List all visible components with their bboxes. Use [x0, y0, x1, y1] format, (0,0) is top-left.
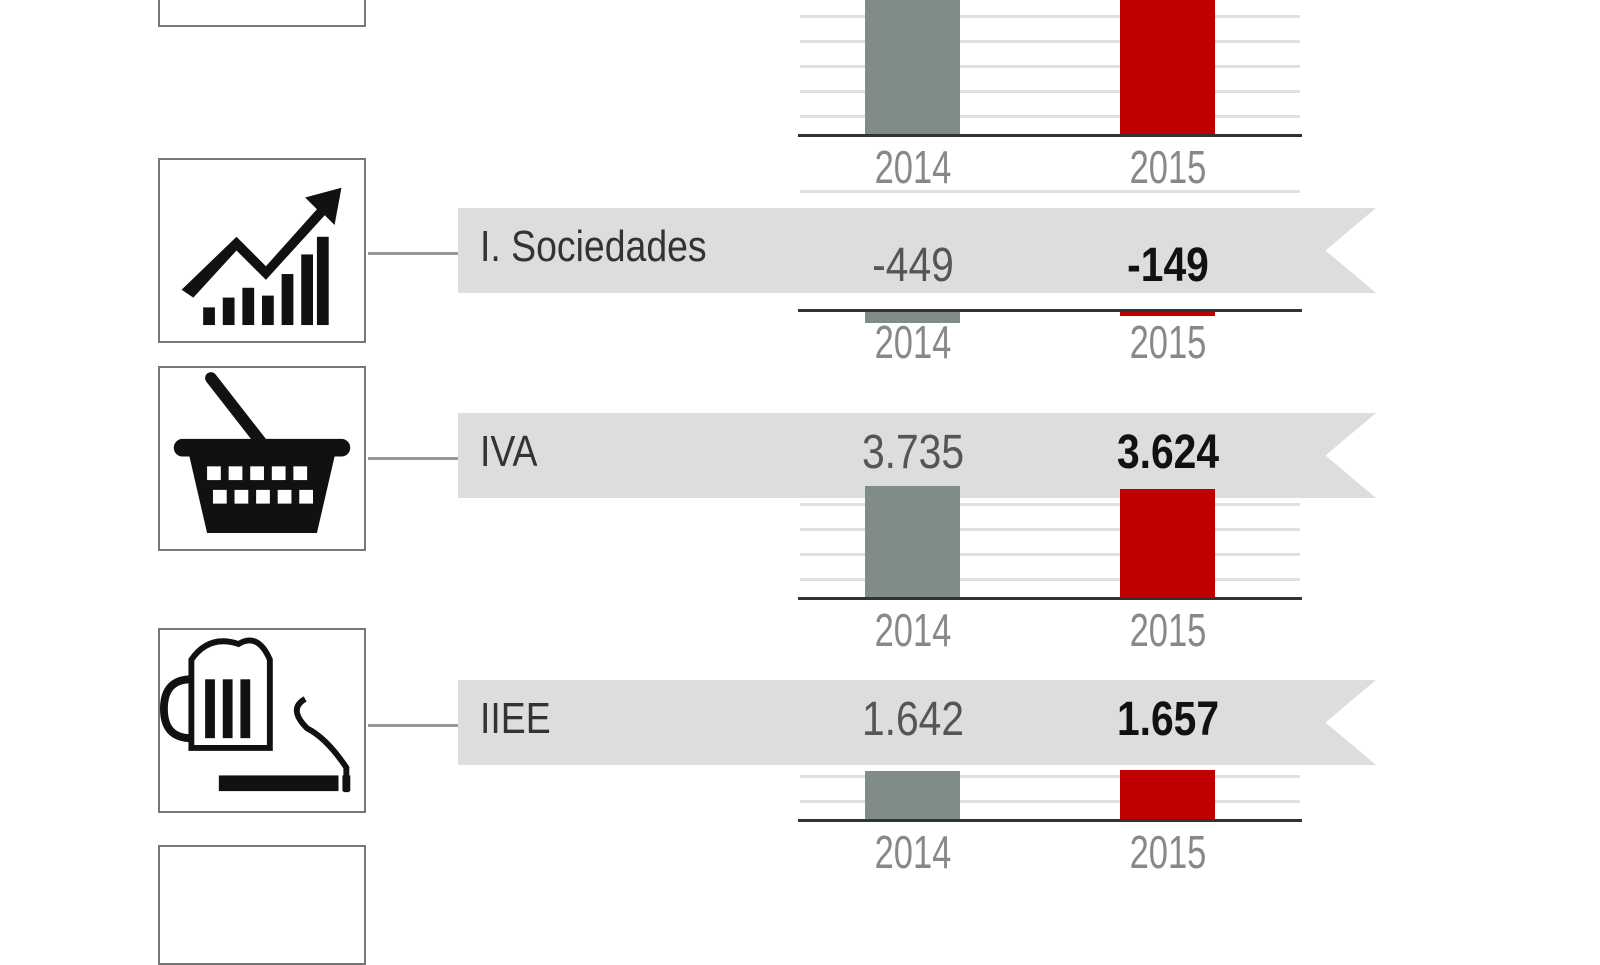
- panel-1-bar-2014: [865, 485, 960, 598]
- panel-1-gridline: [800, 478, 1300, 481]
- partial-icon-box: [158, 0, 366, 27]
- top-gridline: [800, 115, 1300, 118]
- panel-1-year-2014: 2014: [874, 604, 952, 656]
- panel-1-category-label: IVA: [480, 427, 538, 476]
- panel-2-gridline: [800, 700, 1300, 703]
- top-year-2015: 2015: [1129, 141, 1207, 193]
- panel-1-gridline: [800, 553, 1300, 556]
- top-bar-2015: [1120, 0, 1215, 135]
- panel-0-category-label: I. Sociedades: [480, 222, 707, 271]
- panel-0-gridline: [800, 290, 1300, 293]
- panel-1-bar-2015: [1120, 489, 1215, 598]
- top-bar-2014: [865, 0, 960, 135]
- panel-2-connector: [368, 724, 458, 727]
- top-gridline: [800, 90, 1300, 93]
- panel-0-connector: [368, 252, 458, 255]
- top-gridline: [800, 65, 1300, 68]
- panel-0-bar-2014: [865, 310, 960, 324]
- shopping-basket-box: [158, 366, 366, 551]
- panel-2-year-2014: 2014: [874, 826, 952, 878]
- panel-2-gridline: [800, 775, 1300, 778]
- panel-0-value-2015: -149: [1127, 239, 1209, 292]
- panel-0-year-2014: 2014: [874, 316, 952, 368]
- panel-1-value-2015: 3.624: [1116, 426, 1220, 479]
- panel-1-gridline: [800, 528, 1300, 531]
- rising-chart-box: [158, 158, 366, 343]
- partial-icon-box-bottom: [158, 845, 366, 965]
- panel-0-gridline: [800, 265, 1300, 268]
- top-gridline: [800, 15, 1300, 18]
- panel-2-gridline: [800, 800, 1300, 803]
- panel-2-gridline: [800, 750, 1300, 753]
- top-baseline: [798, 134, 1302, 137]
- panel-2-value-2015: 1.657: [1116, 693, 1220, 746]
- panel-1-baseline: [798, 597, 1302, 600]
- top-year-2014: 2014: [874, 141, 952, 193]
- panel-0-baseline: [798, 309, 1302, 312]
- panel-0-year-2015: 2015: [1129, 316, 1207, 368]
- panel-0-value-2014: -449: [872, 239, 954, 292]
- panel-0-bar-2015: [1120, 310, 1215, 316]
- panel-1-connector: [368, 457, 458, 460]
- panel-2-year-2015: 2015: [1129, 826, 1207, 878]
- panel-2-bar-2014: [865, 770, 960, 820]
- panel-0-gridline: [800, 215, 1300, 218]
- panel-1-gridline: [800, 578, 1300, 581]
- panel-2-bar-2015: [1120, 770, 1215, 820]
- top-gridline: [800, 40, 1300, 43]
- panel-0-label-band: [458, 208, 1376, 293]
- panel-0-gridline: [800, 190, 1300, 193]
- panel-2-gridline: [800, 725, 1300, 728]
- panel-2-category-label: IIEE: [480, 694, 551, 743]
- panel-0-gridline: [800, 240, 1300, 243]
- panel-1-label-band: [458, 413, 1376, 498]
- panel-1-gridline: [800, 503, 1300, 506]
- panel-1-year-2015: 2015: [1129, 604, 1207, 656]
- panel-2-baseline: [798, 819, 1302, 822]
- panel-1-value-2014: 3.735: [861, 426, 965, 479]
- beer-cigarette-box: [158, 628, 366, 813]
- panel-2-value-2014: 1.642: [861, 693, 965, 746]
